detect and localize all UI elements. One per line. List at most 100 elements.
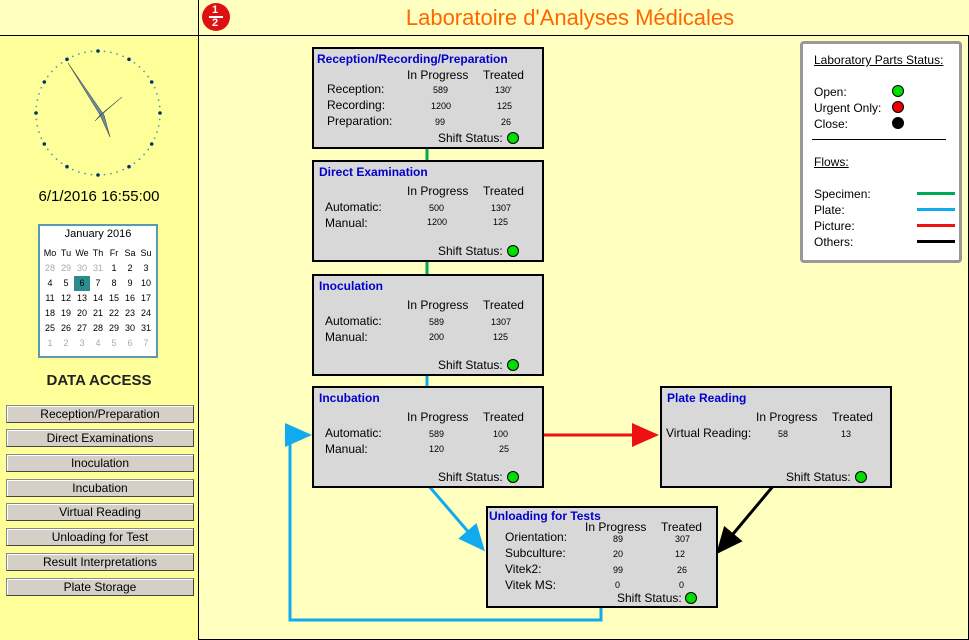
calendar-day[interactable]: 25 [44,323,55,333]
legend-flows-title: Flows: [814,155,849,169]
calendar-day[interactable]: 3 [79,338,85,348]
clock-tick [116,171,119,173]
plate-flow-unloading-to-incubation [285,423,603,622]
calendar-day[interactable]: 26 [60,323,71,333]
clock-tick [65,57,69,62]
logo-fraction-bar [209,16,223,18]
calendar-day[interactable]: 27 [76,323,87,333]
calendar-day[interactable]: 30 [76,263,87,273]
incubation-panel[interactable]: Incubation In Progress Treated Automatic… [312,386,544,488]
calendar-day[interactable]: 2 [63,338,69,348]
calendar-day[interactable]: 24 [140,308,151,318]
row-treated: 130' [495,85,512,95]
calendar-day[interactable]: 18 [44,308,55,318]
calendar-grid: Mo Tu We Th Fr Sa Su 28 29 30 31 1 2 3 4 5 6 7 8 9 10 11 12 13 1… [42,246,154,351]
calendar-day[interactable]: 22 [108,308,119,318]
calendar-day[interactable]: 5 [111,338,117,348]
calendar-day[interactable]: 21 [92,308,103,318]
nav-virtual-reading-button[interactable]: Virtual Reading [6,503,194,521]
col-in-progress: In Progress [407,298,469,312]
calendar-day[interactable]: 14 [92,293,103,303]
header-bar [0,0,969,36]
calendar-day[interactable]: 9 [127,278,133,288]
calendar-weekday-header: Mo Tu We Th Fr Sa Su [42,246,154,261]
clock-tick [103,50,106,53]
current-datetime: 6/1/2016 16:55:00 [38,188,160,205]
clock-tick [71,55,74,58]
legend-divider [812,139,946,140]
clock-tick [42,142,47,146]
inoculation-panel[interactable]: Inoculation In Progress Treated Automati… [312,274,544,376]
clock-tick [109,172,112,175]
nav-incubation-button[interactable]: Incubation [6,479,194,497]
calendar-day[interactable]: 23 [124,308,135,318]
clock-tick [42,80,47,84]
calendar-day[interactable]: 15 [108,293,119,303]
calendar-day[interactable]: 31 [92,263,103,273]
clock-tick [153,137,156,140]
calendar-day[interactable]: 10 [140,278,151,288]
legend-title: Laboratory Parts Status: [814,53,944,67]
clock-tick [156,92,158,95]
col-treated: Treated [483,68,524,82]
calendar-day[interactable]: 6 [127,338,133,348]
nav-unloading-for-test-button[interactable]: Unloading for Test [6,528,194,546]
calendar-day[interactable]: 28 [92,323,103,333]
clock-tick [157,124,160,127]
calendar-day[interactable]: 29 [108,323,119,333]
calendar-day[interactable]: 29 [60,263,71,273]
nav-reception-preparation-button[interactable]: Reception/Preparation [6,405,194,423]
calendar-day[interactable]: 20 [76,308,87,318]
calendar-day[interactable]: 13 [76,293,87,303]
calendar-day[interactable]: 5 [63,278,69,288]
clock-tick [36,124,39,127]
reception-recording-preparation-panel[interactable]: Reception/Recording/Preparation In Progr… [312,47,544,149]
clock-tick [40,86,43,89]
clock-tick [158,111,162,115]
calendar-week-row: 4 5 6 7 8 9 10 [42,276,154,291]
nav-result-interpretations-button[interactable]: Result Interpretations [6,553,194,571]
row-in-progress: 500 [429,203,445,213]
clock-tick [127,57,131,62]
nav-inoculation-button[interactable]: Inoculation [6,454,194,472]
clock-tick [55,66,58,68]
calendar-weekday: Tu [60,248,72,258]
plate-reading-panel[interactable]: Plate Reading In Progress Treated Virtua… [660,386,892,488]
calendar[interactable]: January 2016 Mo Tu We Th Fr Sa Su 28 29 30 31 1 2 3 4 5… [38,224,158,358]
col-treated: Treated [483,298,524,312]
clock-tick [40,137,43,140]
unloading-for-tests-panel[interactable]: Unloading for Tests In Progress Treated … [486,506,718,608]
calendar-day[interactable]: 3 [143,263,149,273]
shift-status-label: Shift Status: [438,358,503,372]
direct-examination-panel[interactable]: Direct Examination In Progress Treated A… [312,160,544,262]
calendar-day[interactable]: 30 [124,323,135,333]
calendar-day[interactable]: 31 [140,323,151,333]
nav-direct-examinations-button[interactable]: Direct Examinations [6,429,194,447]
nav-plate-storage-button[interactable]: Plate Storage [6,578,194,596]
row-treated: 26 [501,117,512,127]
clock-tick [55,158,58,160]
calendar-day[interactable]: 7 [95,278,101,288]
calendar-day[interactable]: 17 [140,293,151,303]
row-in-progress: 58 [778,429,789,439]
calendar-day[interactable]: 28 [44,263,55,273]
calendar-day[interactable]: 7 [143,338,149,348]
calendar-day[interactable]: 4 [95,338,101,348]
calendar-day[interactable]: 12 [60,293,71,303]
row-treated: 0 [679,580,685,590]
shift-status-label: Shift Status: [438,244,503,258]
row-in-progress: 589 [429,429,445,439]
calendar-day[interactable]: 16 [124,293,135,303]
row-treated: 12 [675,549,686,559]
row-treated: 125 [493,332,509,342]
calendar-day[interactable]: 11 [45,293,55,303]
calendar-day[interactable]: 2 [127,263,133,273]
calendar-day[interactable]: 4 [47,278,53,288]
calendar-day[interactable]: 1 [111,263,117,273]
clock-tick [122,55,125,58]
calendar-day[interactable]: 8 [111,278,117,288]
plate-flow-swatch [917,208,955,211]
calendar-day[interactable]: 1 [47,338,53,348]
calendar-day[interactable]: 19 [60,308,71,318]
calendar-day[interactable]: 6 [74,276,90,291]
